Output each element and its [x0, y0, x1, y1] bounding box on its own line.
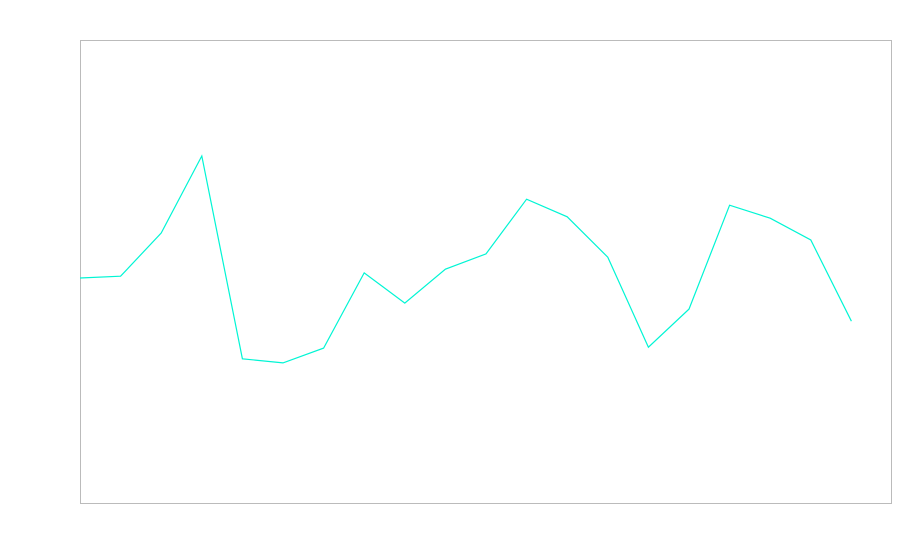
plot-frame: [80, 40, 892, 504]
series-line-0: [79, 154, 852, 364]
series-layer: [79, 154, 852, 364]
